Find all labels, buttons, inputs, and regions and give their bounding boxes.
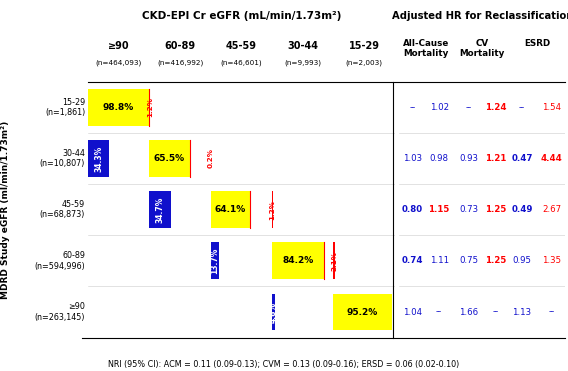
Text: 0.49: 0.49 (511, 205, 533, 214)
Text: --: -- (519, 103, 525, 112)
Text: NRI (95% CI): ACM = 0.11 (0.09-0.13); CVM = 0.13 (0.09-0.16); ERSD = 0.06 (0.02-: NRI (95% CI): ACM = 0.11 (0.09-0.13); CV… (108, 360, 460, 369)
Text: 34.7%: 34.7% (156, 196, 165, 223)
Text: 2.1%: 2.1% (331, 251, 337, 271)
Text: 0.2%: 0.2% (208, 148, 214, 168)
Text: 0.73: 0.73 (460, 205, 478, 214)
Text: 15-29: 15-29 (349, 41, 379, 51)
Text: 30-44: 30-44 (287, 41, 318, 51)
Text: 1.04: 1.04 (403, 308, 422, 316)
Text: 1.02: 1.02 (429, 103, 449, 112)
Text: 0.74: 0.74 (402, 256, 423, 265)
Text: --: -- (466, 103, 472, 112)
Bar (211, 242, 219, 279)
Text: CKD-EPI Cr eGFR (mL/min/1.73m²): CKD-EPI Cr eGFR (mL/min/1.73m²) (141, 11, 341, 21)
Text: 1.15: 1.15 (428, 205, 450, 214)
Bar (149, 89, 150, 126)
Text: 45-59
(n=68,873): 45-59 (n=68,873) (40, 200, 85, 219)
Text: 98.8%: 98.8% (103, 103, 134, 112)
Text: All-Cause
Mortality: All-Cause Mortality (403, 39, 449, 58)
Bar (333, 293, 392, 331)
Text: 1.03: 1.03 (403, 154, 422, 163)
Bar (88, 140, 109, 177)
Text: 34.3%: 34.3% (94, 145, 103, 171)
Bar (333, 242, 335, 279)
Bar (88, 89, 149, 126)
Text: 1.25: 1.25 (485, 205, 506, 214)
Bar (272, 191, 273, 228)
Text: 4.44: 4.44 (541, 154, 563, 163)
Text: (n=2,003): (n=2,003) (345, 59, 383, 66)
Text: 84.2%: 84.2% (282, 256, 314, 265)
Text: 15-29
(n=1,861): 15-29 (n=1,861) (45, 98, 85, 117)
Text: 13.7%: 13.7% (210, 247, 219, 274)
Bar (272, 293, 275, 331)
Text: --: -- (492, 308, 499, 316)
Text: 0.98: 0.98 (429, 154, 449, 163)
Text: 95.2%: 95.2% (347, 308, 378, 316)
Bar (272, 242, 324, 279)
Text: Adjusted HR for Reclassification: Adjusted HR for Reclassification (391, 11, 568, 21)
Text: 60-89
(n=594,996): 60-89 (n=594,996) (35, 251, 85, 270)
Bar (149, 140, 190, 177)
Text: 1.24: 1.24 (485, 103, 506, 112)
Text: 60-89: 60-89 (165, 41, 195, 51)
Text: --: -- (410, 103, 416, 112)
Text: 45-59: 45-59 (226, 41, 257, 51)
Text: 1.11: 1.11 (429, 256, 449, 265)
Bar (211, 191, 250, 228)
Text: 1.21: 1.21 (485, 154, 506, 163)
Text: (n=464,093): (n=464,093) (95, 59, 142, 66)
Text: 1.35: 1.35 (542, 256, 561, 265)
Text: 65.5%: 65.5% (154, 154, 185, 163)
Text: (n=9,993): (n=9,993) (284, 59, 321, 66)
Text: 0.47: 0.47 (511, 154, 533, 163)
Text: --: -- (549, 308, 555, 316)
Text: 2.67: 2.67 (542, 205, 561, 214)
Text: 1.2%: 1.2% (269, 200, 275, 220)
Text: 64.1%: 64.1% (215, 205, 246, 214)
Text: MDRD Study eGFR (ml/min/1.73m²): MDRD Study eGFR (ml/min/1.73m²) (1, 121, 10, 299)
Text: 1.25: 1.25 (485, 256, 506, 265)
Text: 0.80: 0.80 (402, 205, 423, 214)
Text: ≥90: ≥90 (108, 41, 130, 51)
Text: (n=416,992): (n=416,992) (157, 59, 203, 66)
Text: CV
Mortality: CV Mortality (460, 39, 505, 58)
Text: 0.95: 0.95 (512, 256, 532, 265)
Text: 1.54: 1.54 (542, 103, 561, 112)
Text: --: -- (436, 308, 442, 316)
Text: 0.75: 0.75 (460, 256, 478, 265)
Text: ≥90
(n=263,145): ≥90 (n=263,145) (35, 302, 85, 322)
Text: 4.8%: 4.8% (269, 302, 278, 322)
Text: 1.13: 1.13 (512, 308, 532, 316)
Text: ESRD: ESRD (524, 39, 550, 48)
Bar (149, 191, 170, 228)
Text: 1.2%: 1.2% (147, 97, 153, 117)
Text: 0.93: 0.93 (460, 154, 478, 163)
Text: 30-44
(n=10,807): 30-44 (n=10,807) (40, 149, 85, 168)
Text: 1.66: 1.66 (460, 308, 478, 316)
Text: (n=46,601): (n=46,601) (220, 59, 262, 66)
